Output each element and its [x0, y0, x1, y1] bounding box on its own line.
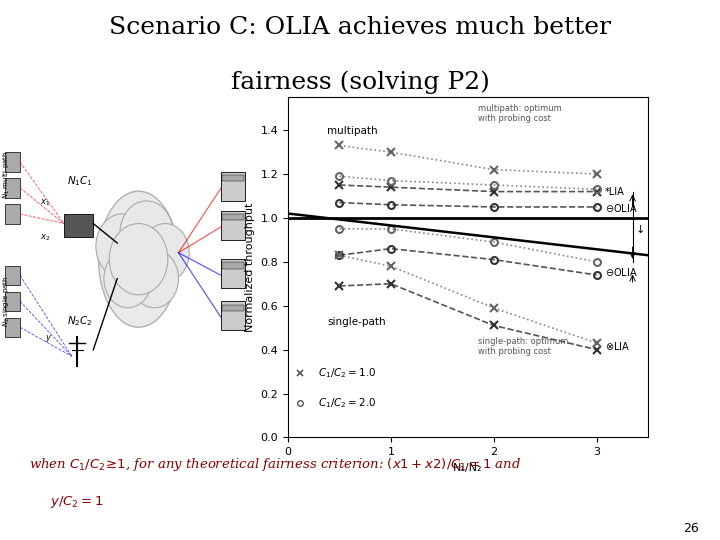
- Text: $\downarrow$: $\downarrow$: [633, 223, 644, 235]
- Bar: [64, 214, 93, 237]
- Circle shape: [104, 249, 152, 308]
- Bar: [5, 152, 20, 172]
- Text: $N_2C_2$: $N_2C_2$: [67, 314, 93, 328]
- Bar: [222, 214, 244, 220]
- Text: multipath: optimum
with probing cost: multipath: optimum with probing cost: [478, 104, 562, 123]
- Text: $x_2$: $x_2$: [40, 233, 50, 243]
- Bar: [222, 305, 244, 311]
- Bar: [5, 318, 20, 337]
- Ellipse shape: [99, 191, 179, 327]
- Circle shape: [96, 214, 149, 279]
- Text: when $C_1/C_2$$\!\geq\!$$1$, for any theoretical fairness criterion: $(x1+x2)/C_: when $C_1/C_2$$\!\geq\!$$1$, for any the…: [29, 456, 521, 473]
- Y-axis label: Normalized throughput: Normalized throughput: [245, 202, 255, 332]
- Bar: [221, 259, 245, 288]
- Bar: [221, 172, 245, 201]
- Text: single-path: optimum
with probing cost: single-path: optimum with probing cost: [478, 337, 569, 356]
- Bar: [222, 175, 244, 181]
- Text: $y/C_2$$=$$1$: $y/C_2$$=$$1$: [50, 494, 104, 510]
- X-axis label: N₁/N₂: N₁/N₂: [454, 463, 482, 472]
- Text: $N_1$ multi-path: $N_1$ multi-path: [1, 151, 12, 199]
- Bar: [5, 178, 20, 198]
- Text: $N_2$ single-path: $N_2$ single-path: [1, 275, 12, 327]
- Text: *LIA: *LIA: [605, 187, 624, 197]
- Circle shape: [120, 201, 174, 266]
- Text: $y$: $y$: [45, 333, 53, 344]
- Circle shape: [130, 249, 179, 308]
- Bar: [5, 204, 20, 224]
- Circle shape: [141, 224, 189, 282]
- Text: $\ominus$OLIA: $\ominus$OLIA: [605, 202, 637, 214]
- Text: $\ominus$OLIA: $\ominus$OLIA: [605, 266, 637, 278]
- Text: $N_1C_1$: $N_1C_1$: [67, 174, 93, 188]
- Text: $x_1$: $x_1$: [40, 197, 50, 207]
- Text: $\otimes$LIA: $\otimes$LIA: [605, 340, 630, 352]
- Bar: [5, 266, 20, 285]
- Text: multipath: multipath: [327, 126, 378, 136]
- Bar: [221, 301, 245, 330]
- Circle shape: [109, 224, 168, 295]
- Text: single-path: single-path: [327, 316, 386, 327]
- Text: Scenario C: OLIA achieves much better: Scenario C: OLIA achieves much better: [109, 16, 611, 39]
- Bar: [222, 262, 244, 269]
- Text: 26: 26: [683, 522, 698, 535]
- Bar: [221, 211, 245, 240]
- Bar: [5, 292, 20, 311]
- Text: fairness (solving P2): fairness (solving P2): [230, 70, 490, 94]
